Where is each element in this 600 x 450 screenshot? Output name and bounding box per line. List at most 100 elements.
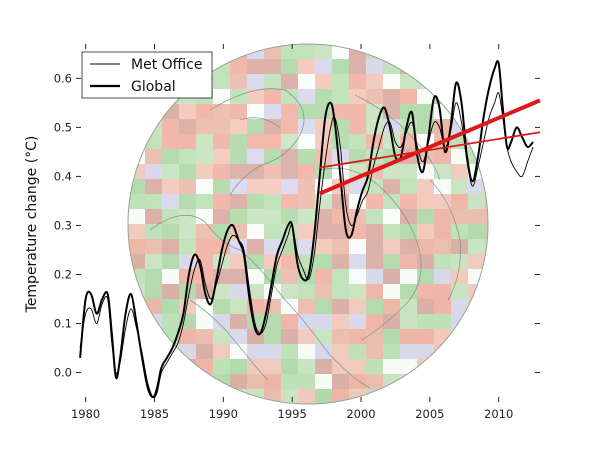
globe-tile bbox=[434, 299, 451, 314]
globe-tile bbox=[213, 389, 230, 404]
globe-tile bbox=[468, 179, 485, 194]
globe-tile bbox=[451, 224, 468, 239]
globe-tile bbox=[366, 89, 383, 104]
y-tick-label: 0.1 bbox=[54, 317, 72, 331]
axis-ticks bbox=[76, 44, 540, 402]
globe-tile bbox=[349, 59, 366, 74]
globe-tile bbox=[230, 74, 247, 89]
globe-tile bbox=[349, 209, 366, 224]
globe-tile bbox=[332, 149, 349, 164]
globe-tile bbox=[366, 359, 383, 374]
globe-tile bbox=[298, 284, 315, 299]
globe-tile bbox=[264, 134, 281, 149]
globe-tile bbox=[417, 254, 434, 269]
globe-tile bbox=[281, 104, 298, 119]
globe-tile bbox=[179, 119, 196, 134]
globe-tile bbox=[230, 59, 247, 74]
y-tick-label: 0.0 bbox=[54, 366, 72, 380]
globe-tile bbox=[196, 104, 213, 119]
globe-tile bbox=[298, 209, 315, 224]
globe-tile bbox=[468, 359, 485, 374]
globe-tile bbox=[315, 59, 332, 74]
globe-tile bbox=[366, 299, 383, 314]
globe-tile bbox=[485, 344, 488, 359]
globe-tile bbox=[162, 194, 179, 209]
globe-tile bbox=[349, 239, 366, 254]
globe-tile bbox=[332, 344, 349, 359]
globe-tile bbox=[468, 239, 485, 254]
globe-tile bbox=[264, 284, 281, 299]
globe-tile bbox=[281, 374, 298, 389]
globe-tile bbox=[196, 389, 213, 404]
globe-tile bbox=[332, 239, 349, 254]
globe-tile bbox=[434, 359, 451, 374]
globe-tile bbox=[451, 59, 468, 74]
globe-tile bbox=[417, 164, 434, 179]
globe-tile bbox=[383, 389, 400, 404]
globe-tile bbox=[196, 194, 213, 209]
globe-tile bbox=[468, 254, 485, 269]
globe-tile bbox=[485, 44, 488, 59]
globe-tile bbox=[400, 374, 417, 389]
globe-tile bbox=[298, 224, 315, 239]
globe-tile bbox=[281, 344, 298, 359]
globe-tile bbox=[196, 209, 213, 224]
globe-tile bbox=[247, 59, 264, 74]
globe-tile bbox=[298, 119, 315, 134]
globe-tile bbox=[247, 89, 264, 104]
globe-tile bbox=[179, 149, 196, 164]
globe-tile bbox=[179, 209, 196, 224]
globe-tile bbox=[281, 134, 298, 149]
globe-tile bbox=[468, 314, 485, 329]
globe-tile bbox=[434, 314, 451, 329]
globe-tile bbox=[349, 254, 366, 269]
globe-tile bbox=[179, 194, 196, 209]
globe-tile bbox=[179, 284, 196, 299]
globe-tile bbox=[213, 299, 230, 314]
globe-tile bbox=[468, 404, 485, 419]
globe-tile bbox=[349, 389, 366, 404]
globe-tile bbox=[349, 104, 366, 119]
globe-tile bbox=[400, 254, 417, 269]
globe-tile bbox=[332, 104, 349, 119]
globe-tile bbox=[264, 344, 281, 359]
globe-tile bbox=[349, 119, 366, 134]
globe-tile bbox=[162, 224, 179, 239]
globe-tile bbox=[213, 44, 230, 59]
globe-tile bbox=[417, 359, 434, 374]
globe-tile bbox=[145, 194, 162, 209]
globe-tile bbox=[281, 89, 298, 104]
globe-tile bbox=[281, 389, 298, 404]
globe-tile bbox=[315, 374, 332, 389]
globe-tile bbox=[400, 74, 417, 89]
globe-tile bbox=[264, 239, 281, 254]
globe-tile bbox=[196, 269, 213, 284]
trend-line-thin bbox=[319, 131, 541, 169]
globe-tile bbox=[230, 104, 247, 119]
globe-tile bbox=[298, 89, 315, 104]
globe-tile bbox=[349, 74, 366, 89]
globe-tile bbox=[213, 134, 230, 149]
globe-tile bbox=[485, 254, 488, 269]
globe-tile bbox=[145, 254, 162, 269]
globe-tile bbox=[315, 314, 332, 329]
globe-tile bbox=[332, 89, 349, 104]
globe-tile bbox=[332, 269, 349, 284]
globe-tile bbox=[128, 284, 145, 299]
globe-tile bbox=[213, 164, 230, 179]
globe-tile bbox=[230, 329, 247, 344]
x-tick-label: 2010 bbox=[484, 407, 513, 421]
globe-tile bbox=[247, 134, 264, 149]
globe-tile bbox=[162, 269, 179, 284]
globe-tile bbox=[383, 179, 400, 194]
globe-tile bbox=[179, 224, 196, 239]
globe-tile bbox=[315, 89, 332, 104]
globe-tile bbox=[281, 329, 298, 344]
globe-tile bbox=[383, 359, 400, 374]
globe-tile bbox=[349, 344, 366, 359]
globe-tile bbox=[145, 179, 162, 194]
globe-tile bbox=[145, 104, 162, 119]
globe-tile bbox=[400, 314, 417, 329]
globe-tile bbox=[315, 44, 332, 59]
